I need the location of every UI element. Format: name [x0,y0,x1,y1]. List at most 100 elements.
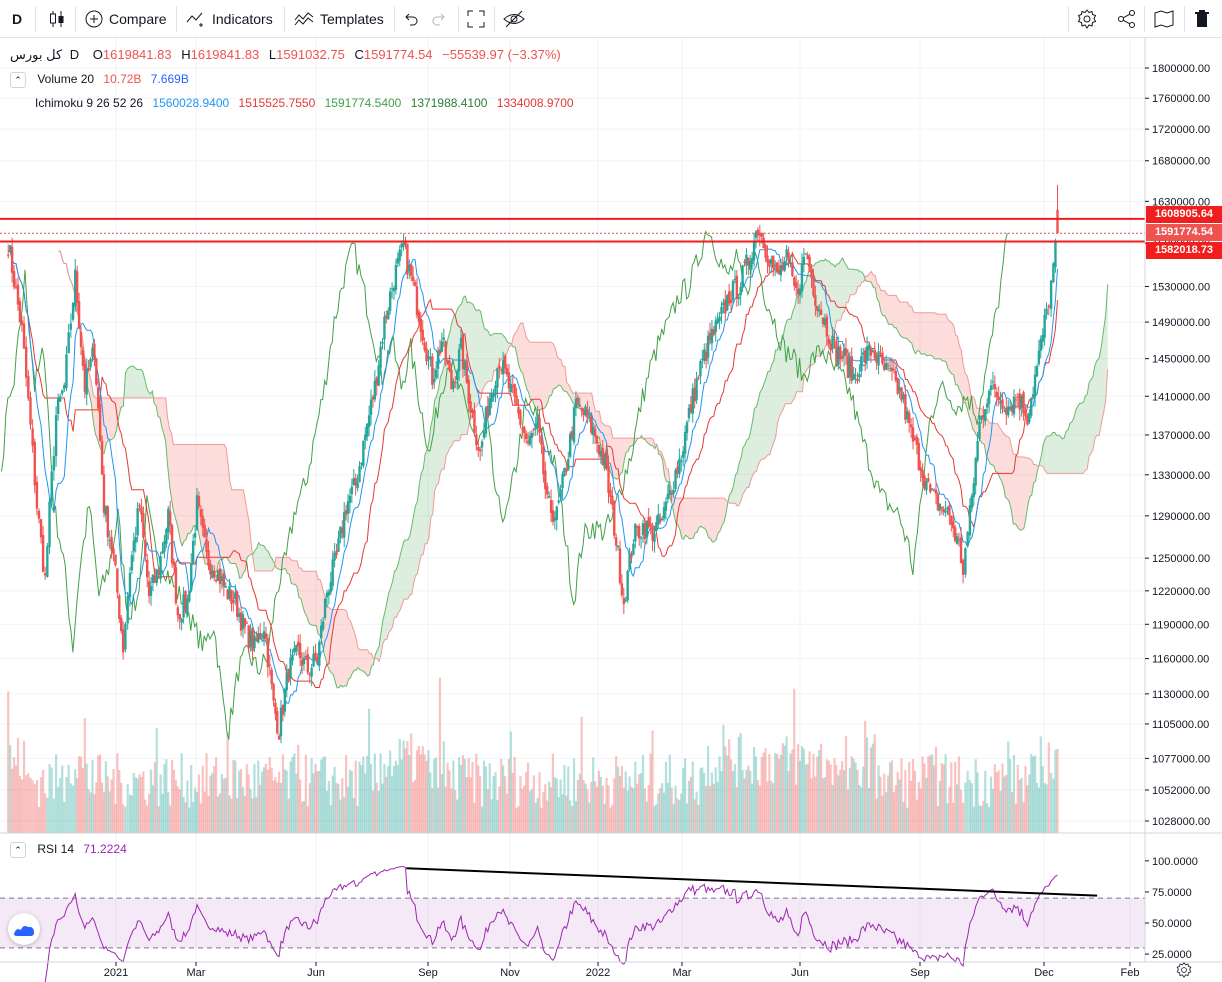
cloud-segment [1022,457,1025,530]
cloud-segment [1046,436,1049,474]
cloud-segment [398,555,401,613]
candle-body [892,369,896,371]
volume-bar [54,754,58,833]
layout-button[interactable] [1154,0,1174,37]
volume-bar [95,782,98,833]
cloud-segment [1081,402,1084,474]
volume-legend[interactable]: ⌃ Volume 20 10.72B 7.669B [10,72,195,88]
axis-settings-button[interactable] [1176,962,1192,981]
cloud-segment [695,498,698,533]
cloud-segment [930,312,933,357]
candle-body [484,407,488,434]
cloud-segment [306,571,309,623]
low-value: 1591032.75 [276,47,345,62]
cloud-segment [691,498,694,539]
cloud-segment [735,472,738,507]
candle-body [375,377,378,386]
candle-body [323,598,327,618]
candle-body [132,540,135,552]
cloud-segment [1083,395,1086,474]
cloud-segment [131,365,134,398]
ichimoku-legend[interactable]: Ichimoku 9 26 52 26 1560028.9400 1515525… [35,96,580,110]
volume-bar [329,805,332,833]
volume-bar [639,773,643,833]
candle-body [236,591,239,617]
time-axis[interactable]: 2021 Mar Jun Sep Nov 2022 Mar Jun Sep Dec Feb [104,962,1140,979]
price-axis[interactable]: 1800000.001760000.001720000.001680000.00… [1145,63,1210,828]
candle-body [1001,399,1004,410]
volume-bar [609,807,612,833]
cloud-segment [118,397,122,417]
settings-button[interactable] [1077,0,1097,37]
lower-line-price-tag[interactable]: 1582018.73 [1146,242,1222,259]
volume-bar [14,765,18,833]
share-button[interactable] [1117,0,1137,37]
volume-bar [1045,784,1048,833]
chart-type-button[interactable] [48,0,66,37]
volume-bar [894,785,897,833]
rsi-trendline [406,867,1098,897]
candle-body [703,349,706,361]
upper-line-price-tag[interactable]: 1608905.64 [1146,206,1222,223]
templates-icon [294,11,314,25]
volume-bar [768,754,771,833]
compare-button[interactable]: Compare [85,0,167,37]
candle-body [153,575,157,583]
rsi-legend[interactable]: ⌃ RSI 14 71.2224 [10,842,133,858]
candle-body [942,508,945,513]
volume-bar [85,763,88,833]
candle-body [287,668,290,682]
volume-bar [867,787,871,833]
resistance-lines[interactable] [0,217,1145,243]
volume-bar [302,800,306,833]
candle-body [170,525,174,564]
volume-bar [435,757,438,833]
price-chart[interactable]: 1800000.001760000.001720000.001680000.00… [0,38,1222,982]
compare-label: Compare [109,10,167,27]
volume-bar [883,773,886,833]
fullscreen-button[interactable] [467,0,485,37]
volume-bar [360,765,363,833]
candle-body [216,570,220,581]
cloud-segment [754,407,757,472]
volume-bar [785,736,788,833]
volume-bar [582,780,585,833]
volume-bar [1009,759,1012,833]
volume-bar [1033,755,1037,833]
candle-body [211,570,214,579]
candle-body [74,269,77,307]
delete-button[interactable] [1194,0,1210,37]
cloud-segment [919,312,922,355]
volume-bar [628,776,631,833]
volume-bar [77,756,81,833]
candle-body [392,288,396,292]
interval-button[interactable]: D [12,0,22,37]
hide-drawings-button[interactable] [503,0,525,37]
candle-body [643,523,647,540]
volume-bar [249,788,252,833]
candle-body [674,470,677,490]
candle-body [970,495,974,509]
indicators-button[interactable]: Indicators [186,0,273,37]
undo-button[interactable] [403,0,419,37]
candle-body [547,496,551,498]
cloud-segment [614,438,617,480]
volume-bar [367,708,371,833]
volume-bar [186,780,189,833]
cloud-segment [338,609,341,688]
candle-body [331,559,334,586]
candle-body [298,643,302,659]
candle-body [71,302,75,320]
volume-bar [808,751,811,833]
templates-button[interactable]: Templates [294,0,384,37]
cloud-segment [163,397,166,442]
candle-body [678,458,681,475]
volume-bar [394,760,398,833]
volume-bar [697,804,700,833]
tradingview-logo[interactable] [8,913,40,945]
volume-bar [176,786,179,833]
cloud-segment [530,342,533,400]
redo-button[interactable] [431,0,447,37]
candle-body [151,574,155,583]
indicators-label: Indicators [212,10,273,27]
